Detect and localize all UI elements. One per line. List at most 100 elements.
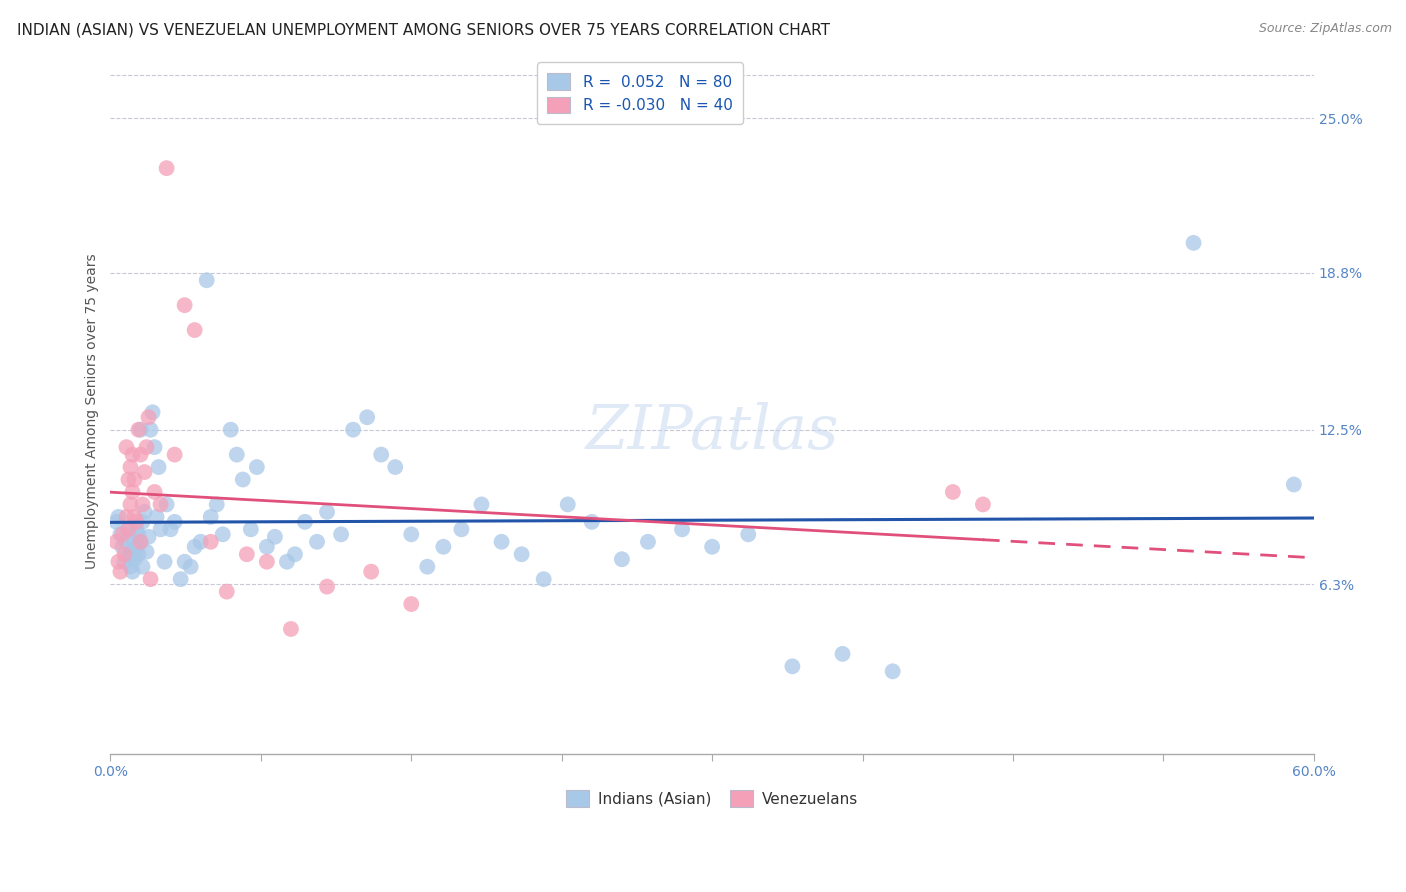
Point [155, 497, 177, 511]
Point [131, 559, 153, 574]
Point [138, 530, 160, 544]
Point [211, 527, 233, 541]
Point [115, 440, 138, 454]
Point [232, 473, 254, 487]
Point [110, 527, 132, 541]
Point [105, 515, 128, 529]
Point [124, 552, 146, 566]
Point [432, 540, 454, 554]
Point [280, 622, 302, 636]
Point [125, 522, 148, 536]
Point [219, 423, 242, 437]
Point [111, 527, 134, 541]
Point [145, 509, 167, 524]
Point [129, 423, 152, 437]
Point [124, 509, 146, 524]
Point [831, 647, 853, 661]
Point [384, 460, 406, 475]
Point [107, 555, 129, 569]
Y-axis label: Unemployment Among Seniors over 75 years: Unemployment Among Seniors over 75 years [86, 253, 100, 569]
Point [121, 448, 143, 462]
Point [557, 497, 579, 511]
Text: INDIAN (ASIAN) VS VENEZUELAN UNEMPLOYMENT AMONG SENIORS OVER 75 YEARS CORRELATIO: INDIAN (ASIAN) VS VENEZUELAN UNEMPLOYMEN… [17, 22, 830, 37]
Point [972, 497, 994, 511]
Point [128, 527, 150, 541]
Point [159, 522, 181, 536]
Point [117, 522, 139, 536]
Point [134, 505, 156, 519]
Point [148, 460, 170, 475]
Point [702, 540, 724, 554]
Point [121, 485, 143, 500]
Point [141, 405, 163, 419]
Point [305, 534, 328, 549]
Point [120, 497, 142, 511]
Point [316, 505, 339, 519]
Point [120, 460, 142, 475]
Point [128, 423, 150, 437]
Point [125, 515, 148, 529]
Point [183, 323, 205, 337]
Point [195, 273, 218, 287]
Point [225, 448, 247, 462]
Point [120, 547, 142, 561]
Point [200, 509, 222, 524]
Point [416, 559, 439, 574]
Point [180, 559, 202, 574]
Point [155, 161, 177, 176]
Point [135, 440, 157, 454]
Point [294, 515, 316, 529]
Legend: Indians (Asian), Venezuelans: Indians (Asian), Venezuelans [558, 782, 866, 814]
Point [356, 410, 378, 425]
Point [183, 540, 205, 554]
Point [124, 473, 146, 487]
Point [129, 534, 152, 549]
Point [256, 555, 278, 569]
Point [143, 440, 166, 454]
Point [491, 534, 513, 549]
Point [173, 555, 195, 569]
Point [124, 534, 146, 549]
Point [360, 565, 382, 579]
Point [115, 509, 138, 524]
Point [533, 572, 555, 586]
Point [149, 497, 172, 511]
Point [107, 509, 129, 524]
Point [370, 448, 392, 462]
Point [131, 497, 153, 511]
Point [342, 423, 364, 437]
Point [135, 545, 157, 559]
Point [215, 584, 238, 599]
Point [110, 565, 132, 579]
Point [117, 473, 139, 487]
Point [205, 497, 228, 511]
Point [139, 572, 162, 586]
Point [105, 534, 128, 549]
Point [450, 522, 472, 536]
Point [637, 534, 659, 549]
Point [1182, 235, 1205, 250]
Point [200, 534, 222, 549]
Text: ZIPatlas: ZIPatlas [585, 401, 839, 461]
Point [169, 572, 191, 586]
Point [129, 534, 152, 549]
Point [401, 527, 423, 541]
Point [129, 448, 152, 462]
Point [111, 540, 134, 554]
Point [1282, 477, 1305, 491]
Point [131, 515, 153, 529]
Point [510, 547, 533, 561]
Point [114, 547, 136, 561]
Point [121, 565, 143, 579]
Point [125, 540, 148, 554]
Point [236, 547, 259, 561]
Point [163, 515, 186, 529]
Point [173, 298, 195, 312]
Point [610, 552, 633, 566]
Point [139, 423, 162, 437]
Point [284, 547, 307, 561]
Point [942, 485, 965, 500]
Point [120, 559, 142, 574]
Point [117, 522, 139, 536]
Point [163, 448, 186, 462]
